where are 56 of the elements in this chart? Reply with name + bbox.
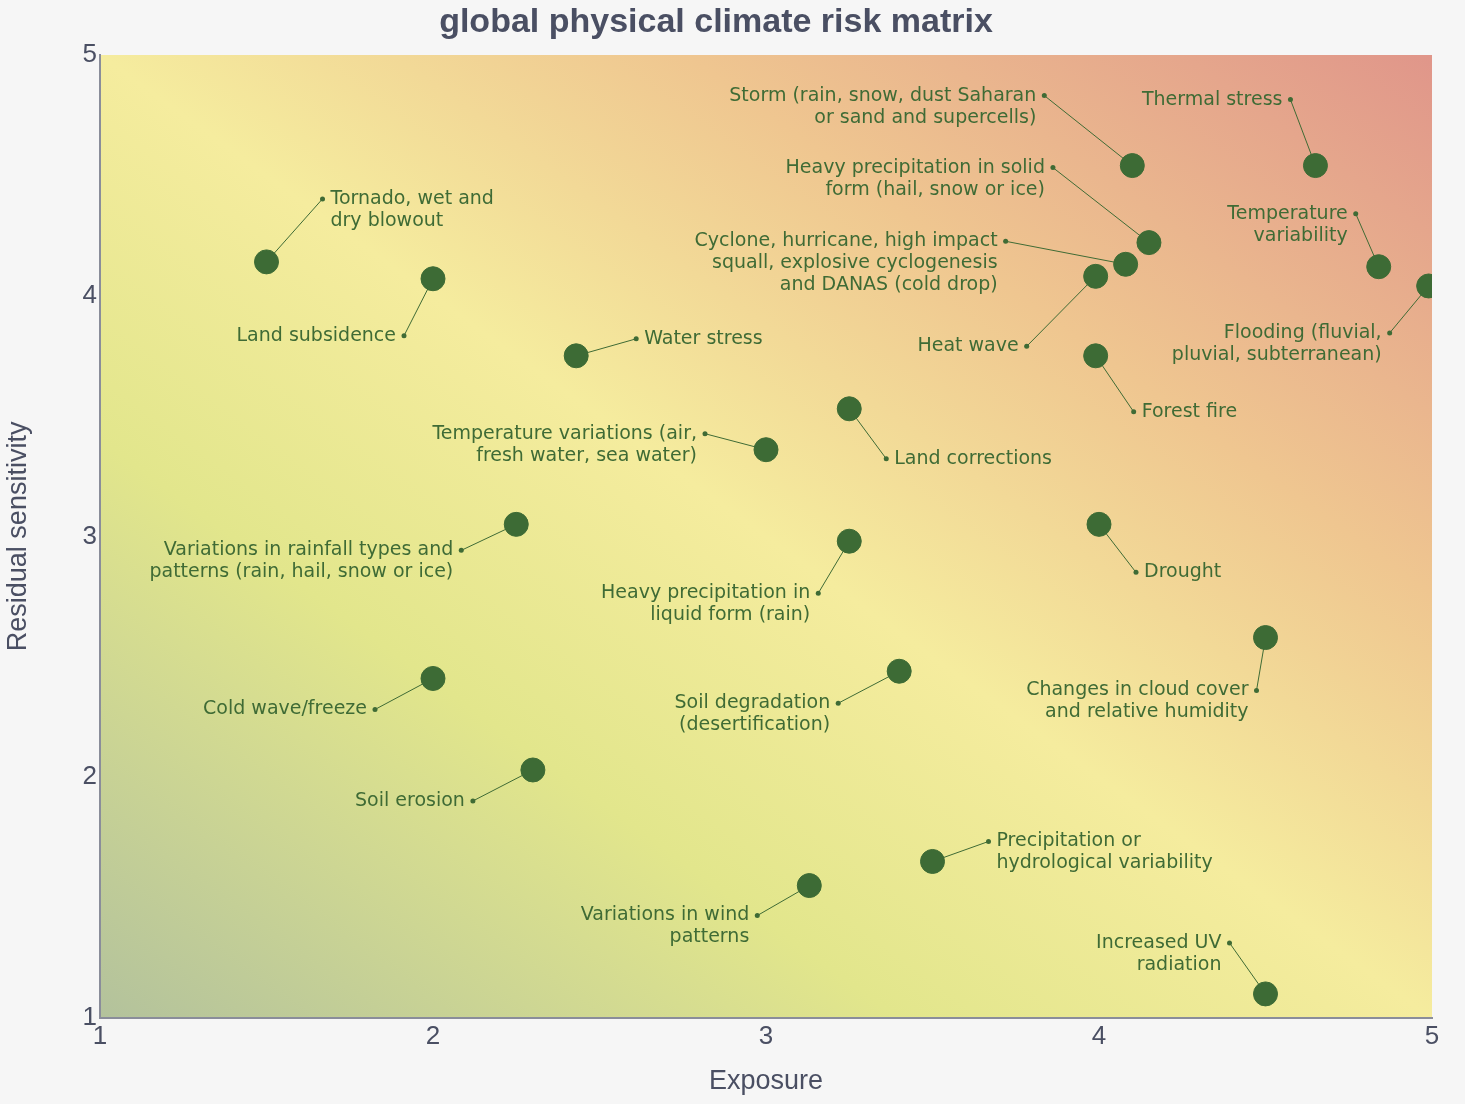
point [254, 249, 279, 275]
point [886, 658, 912, 684]
annotation: Tornado, wet and dry blowout [329, 185, 494, 230]
annotation: Precipitation or hydrological variability [996, 828, 1213, 873]
point [1086, 511, 1112, 537]
point [836, 396, 862, 422]
y-tick-label: 3 [82, 519, 97, 550]
point [1083, 263, 1109, 289]
point [1136, 230, 1162, 256]
annotation: Increased UV radiation [1096, 929, 1222, 974]
point [563, 343, 589, 369]
point [1113, 251, 1139, 277]
point [503, 511, 529, 537]
point [420, 266, 446, 292]
annotation: Forest fire [1141, 398, 1238, 421]
annotation: Flooding (fluvial, pluvial, subterranean) [1171, 319, 1382, 364]
annotation: Land corrections [894, 445, 1052, 468]
point [836, 528, 862, 554]
annotation: Temperature variations (air, fresh water, sea water) [431, 420, 697, 465]
point [1302, 153, 1328, 179]
x-tick-label: 4 [1091, 1019, 1107, 1050]
annotation: Heavy precipitation in liquid form (rain) [601, 580, 811, 625]
x-tick-label: 2 [425, 1019, 441, 1050]
point [1253, 625, 1278, 651]
point [520, 757, 546, 783]
point [1253, 981, 1278, 1007]
point [420, 665, 446, 691]
annotation: Cold wave/freeze [203, 696, 367, 719]
point [1119, 153, 1145, 179]
y-axis-title: Residual sensitivity [1, 421, 32, 652]
y-tick-label: 4 [82, 278, 97, 309]
annotation: Thermal stress [1140, 86, 1283, 109]
annotation: Storm (rain, snow, dust Saharan or sand and supercells) [729, 82, 1037, 127]
chart-title: global physical climate risk matrix [439, 0, 993, 39]
annotation: Drought [1144, 559, 1222, 582]
y-tick-label: 5 [82, 37, 97, 68]
y-tick-label: 2 [82, 760, 97, 791]
annotation: Variations in rainfall types and patterns (rain, hail, snow or ice) [149, 537, 454, 582]
annotation: Land subsidence [236, 322, 396, 345]
annotation: Temperature variability [1226, 200, 1348, 245]
annotation: Cyclone, hurricane, high impact squall, explosive cyclogenesis and DANAS (cold drop) [694, 228, 998, 295]
annotation: Soil erosion [355, 787, 465, 810]
annotation: Heat wave [917, 333, 1019, 356]
point [1083, 343, 1109, 369]
x-tick-label: 3 [758, 1019, 774, 1050]
annotation: Water stress [644, 325, 763, 348]
point [920, 848, 945, 874]
annotation: Soil degradation (desertification) [674, 690, 831, 735]
point [753, 437, 779, 463]
annotation: Variations in wind patterns [580, 902, 750, 947]
annotation: Changes in cloud cover and relative humidity [1026, 677, 1249, 722]
x-axis-title: Exposure [708, 1065, 824, 1096]
annotation: Heavy precipitation in solid form (hail, snow or ice) [785, 154, 1045, 199]
x-tick-label: 5 [1424, 1019, 1440, 1050]
point [1366, 254, 1392, 280]
point [796, 873, 822, 899]
